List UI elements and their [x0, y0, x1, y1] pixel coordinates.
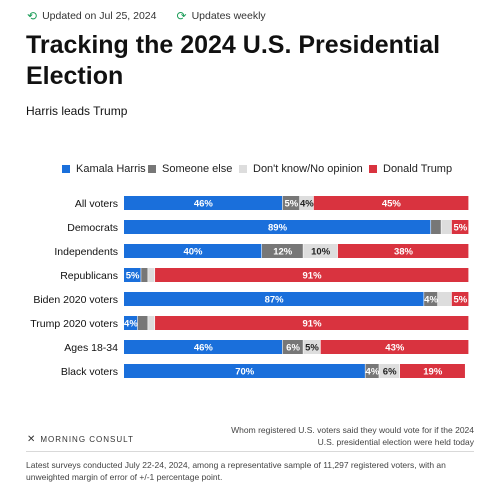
bar-someone-else[interactable] [424, 292, 438, 306]
morning-consult-logo-icon: ✕ [27, 434, 37, 445]
data-label: 5% [305, 343, 319, 354]
legend-label: Someone else [162, 163, 233, 175]
brand-name: MORNING CONSULT [40, 435, 134, 444]
data-label: 5% [454, 223, 468, 234]
bar-dont-know[interactable] [148, 316, 155, 330]
category-label: Biden 2020 voters [33, 294, 118, 306]
bar-someone-else[interactable] [262, 244, 303, 258]
category-label: Republicans [60, 270, 118, 282]
updated-date: Updated on Jul 25, 2024 [42, 10, 157, 22]
data-label: 10% [311, 247, 331, 258]
legend-swatch [239, 165, 247, 173]
bar-harris[interactable] [124, 268, 141, 282]
chart-subtitle: Harris leads Trump [26, 104, 128, 118]
data-label: 5% [126, 271, 140, 282]
data-label: 89% [268, 223, 288, 234]
data-label: 46% [194, 343, 214, 354]
source-note: Latest surveys conducted July 22-24, 202… [26, 460, 446, 482]
bar-trump[interactable] [451, 220, 469, 234]
data-label: 43% [385, 343, 405, 354]
bar-dont-know[interactable] [303, 340, 321, 354]
meta-bar: ⟲ Updated on Jul 25, 2024 ⟳ Updates week… [27, 9, 266, 23]
bar-trump[interactable] [451, 292, 469, 306]
legend-item-someone-else[interactable]: Someone else [148, 162, 232, 176]
chart-footnote: Whom registered U.S. voters said they wo… [231, 425, 474, 447]
bar-harris[interactable] [124, 340, 283, 354]
category-label: All voters [75, 198, 118, 210]
stacked-bar-chart: All voters 46% 5% 4% 45%Democrats 89% 5%Indepe… [30, 196, 469, 378]
data-label: 91% [303, 319, 323, 330]
update-frequency: Updates weekly [191, 10, 266, 22]
legend-label: Kamala Harris [76, 163, 146, 175]
bar-harris[interactable] [124, 244, 262, 258]
data-label: 91% [303, 271, 323, 282]
bar-dont-know[interactable] [299, 196, 314, 210]
data-label: 45% [382, 199, 402, 210]
bar-someone-else[interactable] [282, 196, 300, 210]
bar-trump[interactable] [313, 196, 469, 210]
bar-harris[interactable] [124, 220, 431, 234]
data-label: 5% [284, 199, 298, 210]
data-label: 4% [366, 367, 380, 378]
chart-title: Tracking the 2024 U.S. Presidential Elec… [26, 31, 441, 90]
legend-label: Don't know/No opinion [253, 163, 363, 175]
bar-someone-else[interactable] [137, 316, 148, 330]
bar-someone-else[interactable] [365, 364, 379, 378]
legend-swatch [62, 165, 70, 173]
calendar-refresh-icon: ⟲ [27, 9, 38, 23]
data-label: 19% [423, 367, 443, 378]
data-label: 46% [194, 199, 214, 210]
data-label: 6% [286, 343, 300, 354]
category-label: Democrats [67, 222, 118, 234]
bar-trump[interactable] [320, 340, 469, 354]
category-label: Independents [54, 246, 118, 258]
refresh-icon: ⟳ [176, 9, 187, 23]
data-label: 4% [424, 295, 438, 306]
bar-dont-know[interactable] [437, 292, 452, 306]
data-label: 4% [124, 319, 138, 330]
bar-trump[interactable] [155, 316, 469, 330]
category-label: Trump 2020 voters [30, 318, 118, 330]
data-label: 38% [394, 247, 414, 258]
legend-swatch [369, 165, 377, 173]
bar-dont-know[interactable] [441, 220, 452, 234]
bar-someone-else[interactable] [282, 340, 303, 354]
legend-item-harris[interactable]: Kamala Harris [62, 162, 146, 176]
bar-harris[interactable] [124, 196, 283, 210]
bar-dont-know[interactable] [303, 244, 338, 258]
bar-trump[interactable] [400, 364, 465, 378]
data-label: 70% [235, 367, 255, 378]
legend-item-trump[interactable]: Donald Trump [369, 162, 452, 176]
data-label: 5% [454, 295, 468, 306]
bar-dont-know[interactable] [148, 268, 155, 282]
bar-trump[interactable] [155, 268, 469, 282]
bar-harris[interactable] [124, 292, 424, 306]
category-label: Ages 18-34 [64, 342, 118, 354]
legend-item-dont-know[interactable]: Don't know/No opinion [239, 162, 363, 176]
legend-swatch [148, 165, 156, 173]
category-label: Black voters [61, 366, 118, 378]
data-label: 4% [300, 199, 314, 210]
legend-label: Donald Trump [383, 163, 453, 175]
bar-trump[interactable] [337, 244, 469, 258]
data-label: 6% [383, 367, 397, 378]
bar-harris[interactable] [124, 316, 138, 330]
data-label: 12% [273, 247, 293, 258]
brand: ✕ MORNING CONSULT [27, 434, 134, 445]
data-label: 87% [265, 295, 285, 306]
bar-someone-else[interactable] [141, 268, 148, 282]
bar-someone-else[interactable] [431, 220, 441, 234]
bar-harris[interactable] [124, 364, 365, 378]
legend: Kamala Harris Someone else Don't know/No… [0, 162, 500, 176]
bar-dont-know[interactable] [379, 364, 400, 378]
data-label: 40% [183, 247, 203, 258]
divider [26, 451, 474, 452]
